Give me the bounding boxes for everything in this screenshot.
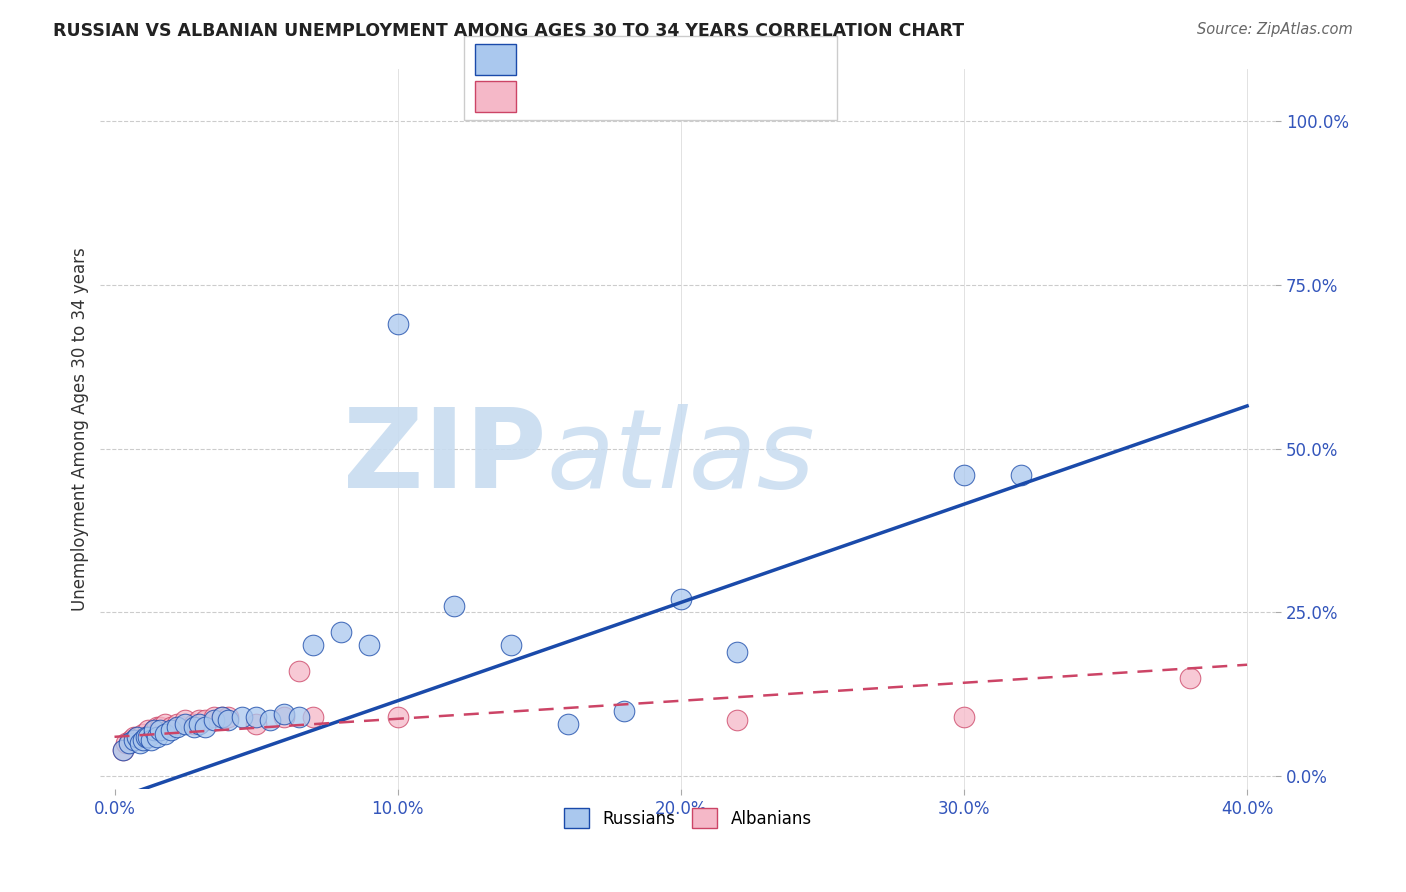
Point	[273, 706, 295, 721]
Point	[953, 467, 976, 482]
Point	[155, 716, 177, 731]
Point	[725, 645, 748, 659]
Point	[118, 736, 141, 750]
Point	[146, 720, 169, 734]
Point	[166, 720, 188, 734]
Point	[1180, 671, 1202, 685]
Y-axis label: Unemployment Among Ages 30 to 34 years: Unemployment Among Ages 30 to 34 years	[72, 247, 89, 611]
Point	[669, 592, 692, 607]
Point	[118, 736, 141, 750]
Point	[124, 730, 146, 744]
Point	[132, 733, 155, 747]
Point	[613, 704, 636, 718]
Text: Source: ZipAtlas.com: Source: ZipAtlas.com	[1197, 22, 1353, 37]
Point	[287, 710, 309, 724]
Point	[953, 710, 976, 724]
Point	[146, 730, 169, 744]
Point	[443, 599, 465, 613]
Text: R = 0.677: R = 0.677	[527, 51, 610, 69]
Point	[194, 714, 217, 728]
Point	[155, 726, 177, 740]
Point	[1010, 467, 1032, 482]
Point	[359, 638, 381, 652]
Point	[499, 638, 522, 652]
Point	[231, 710, 253, 724]
Text: ZIP: ZIP	[343, 404, 547, 511]
Point	[111, 743, 134, 757]
Point	[135, 730, 157, 744]
Point	[211, 710, 233, 724]
Point	[174, 714, 197, 728]
Point	[143, 723, 166, 738]
Point	[301, 638, 323, 652]
Point	[135, 730, 157, 744]
Legend: Russians, Albanians: Russians, Albanians	[558, 801, 818, 835]
FancyBboxPatch shape	[475, 81, 516, 112]
Point	[557, 716, 579, 731]
Point	[129, 730, 152, 744]
Point	[301, 710, 323, 724]
Point	[149, 720, 172, 734]
Point	[124, 733, 146, 747]
Point	[273, 710, 295, 724]
Point	[188, 714, 211, 728]
Point	[127, 730, 149, 744]
Point	[174, 716, 197, 731]
Point	[245, 710, 267, 724]
Point	[183, 716, 205, 731]
Text: R = 0.245: R = 0.245	[527, 87, 610, 105]
Text: RUSSIAN VS ALBANIAN UNEMPLOYMENT AMONG AGES 30 TO 34 YEARS CORRELATION CHART: RUSSIAN VS ALBANIAN UNEMPLOYMENT AMONG A…	[53, 22, 965, 40]
Point	[121, 733, 143, 747]
Point	[387, 710, 409, 724]
Point	[202, 714, 225, 728]
Text: N = 39: N = 39	[688, 51, 749, 69]
Point	[143, 723, 166, 738]
Point	[188, 716, 211, 731]
Point	[202, 710, 225, 724]
Point	[245, 716, 267, 731]
FancyBboxPatch shape	[464, 36, 837, 120]
Point	[129, 736, 152, 750]
Point	[141, 726, 163, 740]
Point	[132, 726, 155, 740]
Point	[387, 317, 409, 331]
Point	[194, 720, 217, 734]
Point	[138, 730, 160, 744]
Point	[330, 624, 353, 639]
Text: N = 32: N = 32	[688, 87, 749, 105]
Point	[114, 736, 136, 750]
Point	[725, 714, 748, 728]
Point	[166, 716, 188, 731]
FancyBboxPatch shape	[475, 44, 516, 75]
Point	[111, 743, 134, 757]
Point	[149, 723, 172, 738]
Point	[217, 714, 239, 728]
Point	[141, 733, 163, 747]
Point	[183, 720, 205, 734]
Point	[160, 720, 183, 734]
Point	[259, 714, 281, 728]
Point	[138, 723, 160, 738]
Point	[160, 723, 183, 738]
Point	[127, 730, 149, 744]
Point	[287, 665, 309, 679]
Point	[211, 710, 233, 724]
Point	[217, 710, 239, 724]
Text: atlas: atlas	[547, 404, 815, 511]
